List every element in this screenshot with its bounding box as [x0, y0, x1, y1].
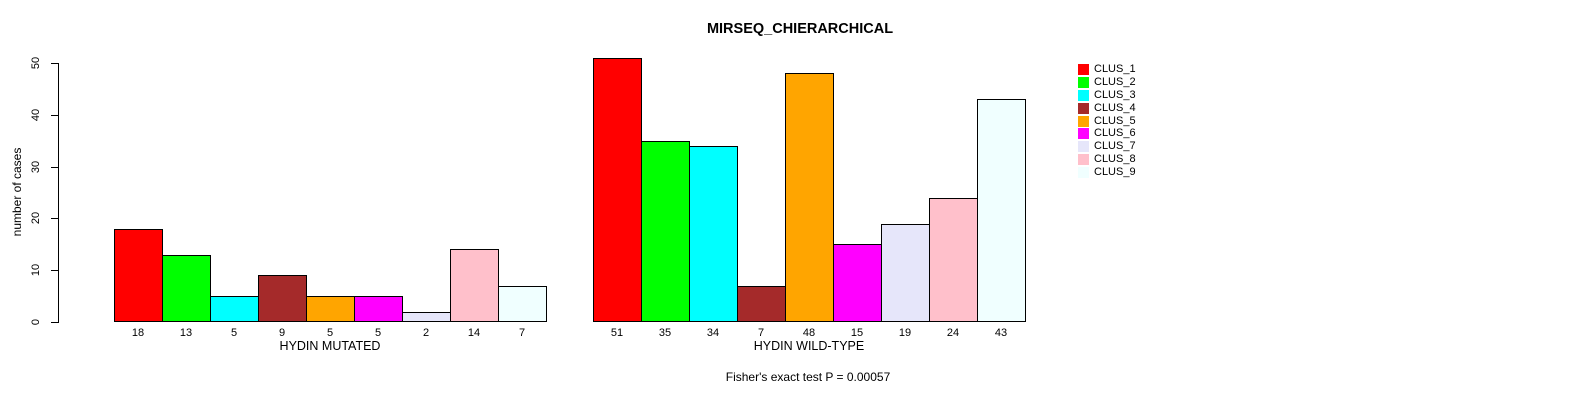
bar-clus_3-hydin-mutated	[210, 296, 259, 322]
legend-item: CLUS_4	[1078, 102, 1136, 115]
bar-clus_8-hydin-mutated	[450, 249, 499, 322]
bar-clus_1-hydin-wild-type	[593, 58, 642, 322]
legend-item: CLUS_3	[1078, 89, 1136, 102]
y-axis-tick-label: 40	[30, 108, 42, 122]
bar-value-label: 15	[850, 327, 864, 339]
bar-clus_2-hydin-wild-type	[641, 141, 690, 322]
legend-swatch	[1078, 141, 1089, 153]
legend-swatch	[1078, 167, 1089, 179]
legend-label: CLUS_7	[1094, 140, 1136, 153]
bar-clus_9-hydin-wild-type	[977, 99, 1026, 322]
bar-value-label: 7	[518, 327, 526, 339]
bar-value-label: 35	[658, 327, 672, 339]
y-axis-tick	[51, 218, 58, 219]
bar-clus_2-hydin-mutated	[162, 255, 211, 322]
legend-item: CLUS_2	[1078, 76, 1136, 89]
bar-value-label: 2	[422, 327, 430, 339]
bar-clus_4-hydin-mutated	[258, 275, 307, 322]
legend-label: CLUS_8	[1094, 153, 1136, 166]
legend-label: CLUS_1	[1094, 62, 1136, 75]
y-axis-tick	[51, 270, 58, 271]
bar-clus_1-hydin-mutated	[114, 229, 163, 322]
legend-label: CLUS_2	[1094, 75, 1136, 88]
y-axis-line	[58, 63, 59, 323]
legend-swatch	[1078, 154, 1089, 166]
bar-value-label: 5	[326, 327, 334, 339]
y-axis-tick-label: 20	[30, 211, 42, 225]
bar-value-label: 48	[802, 327, 816, 339]
x-axis-group-label: HYDIN WILD-TYPE	[753, 339, 865, 353]
legend-item: CLUS_8	[1078, 153, 1136, 166]
bar-clus_4-hydin-wild-type	[737, 286, 786, 322]
y-axis-tick	[51, 322, 58, 323]
chart-title: MIRSEQ_CHIERARCHICAL	[706, 21, 894, 37]
bar-value-label: 24	[946, 327, 960, 339]
bar-clus_5-hydin-mutated	[306, 296, 355, 322]
y-axis-label: number of cases	[10, 147, 24, 237]
fisher-test-annotation: Fisher's exact test P = 0.00057	[725, 370, 891, 384]
legend-label: CLUS_6	[1094, 127, 1136, 140]
bar-clus_7-hydin-wild-type	[881, 224, 930, 322]
legend-label: CLUS_9	[1094, 166, 1136, 179]
y-axis-tick-label: 30	[30, 160, 42, 174]
legend: CLUS_1 CLUS_2 CLUS_3 CLUS_4 CLUS_5 CLUS_6 CLUS…	[1078, 63, 1136, 179]
bar-value-label: 34	[706, 327, 720, 339]
legend-label: CLUS_5	[1094, 114, 1136, 127]
x-axis-group-label: HYDIN MUTATED	[279, 339, 381, 353]
bar-clus_7-hydin-mutated	[402, 312, 451, 322]
bar-value-label: 7	[757, 327, 765, 339]
bar-value-label: 43	[994, 327, 1008, 339]
bar-value-label: 14	[467, 327, 481, 339]
legend-label: CLUS_3	[1094, 88, 1136, 101]
bar-clus_6-hydin-mutated	[354, 296, 403, 322]
bar-value-label: 5	[374, 327, 382, 339]
bar-value-label: 51	[610, 327, 624, 339]
y-axis-tick	[51, 115, 58, 116]
bar-clus_3-hydin-wild-type	[689, 146, 738, 322]
y-axis-tick	[51, 167, 58, 168]
legend-item: CLUS_5	[1078, 115, 1136, 128]
bar-value-label: 5	[230, 327, 238, 339]
y-axis-tick-label: 10	[30, 263, 42, 277]
legend-swatch	[1078, 76, 1089, 88]
legend-item: CLUS_6	[1078, 127, 1136, 140]
legend-item: CLUS_7	[1078, 140, 1136, 153]
legend-item: CLUS_1	[1078, 63, 1136, 76]
legend-swatch	[1078, 102, 1089, 114]
bar-clus_8-hydin-wild-type	[929, 198, 978, 322]
legend-label: CLUS_4	[1094, 101, 1136, 114]
bar-clus_5-hydin-wild-type	[785, 73, 834, 322]
legend-swatch	[1078, 128, 1089, 140]
bar-value-label: 9	[278, 327, 286, 339]
bar-value-label: 13	[179, 327, 193, 339]
y-axis-tick-label: 0	[30, 318, 42, 326]
legend-swatch	[1078, 89, 1089, 101]
bar-value-label: 19	[898, 327, 912, 339]
y-axis-tick-label: 50	[30, 56, 42, 70]
legend-swatch	[1078, 63, 1089, 75]
bar-clus_6-hydin-wild-type	[833, 244, 882, 322]
y-axis-tick	[51, 63, 58, 64]
legend-swatch	[1078, 115, 1089, 127]
bar-clus_9-hydin-mutated	[498, 286, 547, 322]
bar-value-label: 18	[131, 327, 145, 339]
legend-item: CLUS_9	[1078, 166, 1136, 179]
